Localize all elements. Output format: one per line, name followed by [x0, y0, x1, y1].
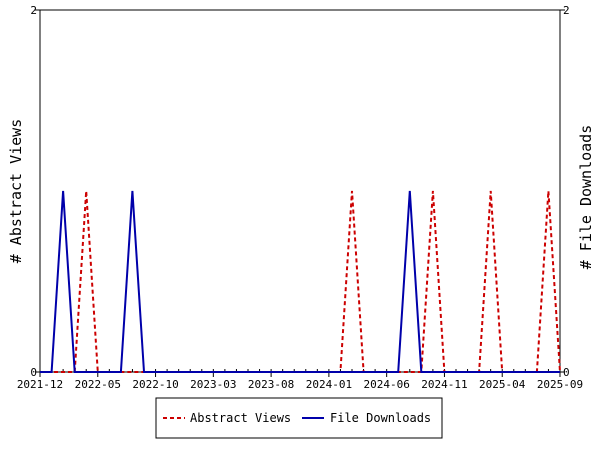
legend: Abstract Views File Downloads: [155, 397, 443, 439]
series-lines: [40, 190, 561, 373]
legend-box: [155, 397, 443, 439]
x-tick-label: 2024-11: [421, 378, 467, 391]
x-tick-label: 2023-08: [248, 378, 294, 391]
y-left-tick-label: 0: [30, 366, 37, 379]
legend-label-abstract-views: Abstract Views: [190, 411, 291, 425]
y-axis-left-title: # Abstract Views: [7, 119, 25, 264]
y-right-tick-label: 0: [563, 366, 570, 379]
legend-label-file-downloads: File Downloads: [330, 411, 431, 425]
series-line-file-downloads: [40, 190, 560, 373]
x-tick-label: 2022-10: [132, 378, 178, 391]
plot-area: [39, 9, 561, 373]
x-tick-label: 2024-06: [363, 378, 409, 391]
x-tick-label: 2021-12: [17, 378, 63, 391]
x-tick-label: 2022-05: [75, 378, 121, 391]
y-left-tick-label: 2: [30, 4, 37, 17]
x-tick-label: 2023-03: [190, 378, 236, 391]
x-tick-label: 2025-04: [479, 378, 526, 391]
y-axis-right-title: # File Downloads: [577, 125, 595, 270]
tick-labels: 2021-12 2022-05 2022-10 2023-03 2023-08 2024-…: [17, 4, 583, 391]
y-right-tick-label: 2: [563, 4, 570, 17]
x-tick-label: 2025-09: [537, 378, 583, 391]
x-tick-label: 2024-01: [306, 378, 352, 391]
